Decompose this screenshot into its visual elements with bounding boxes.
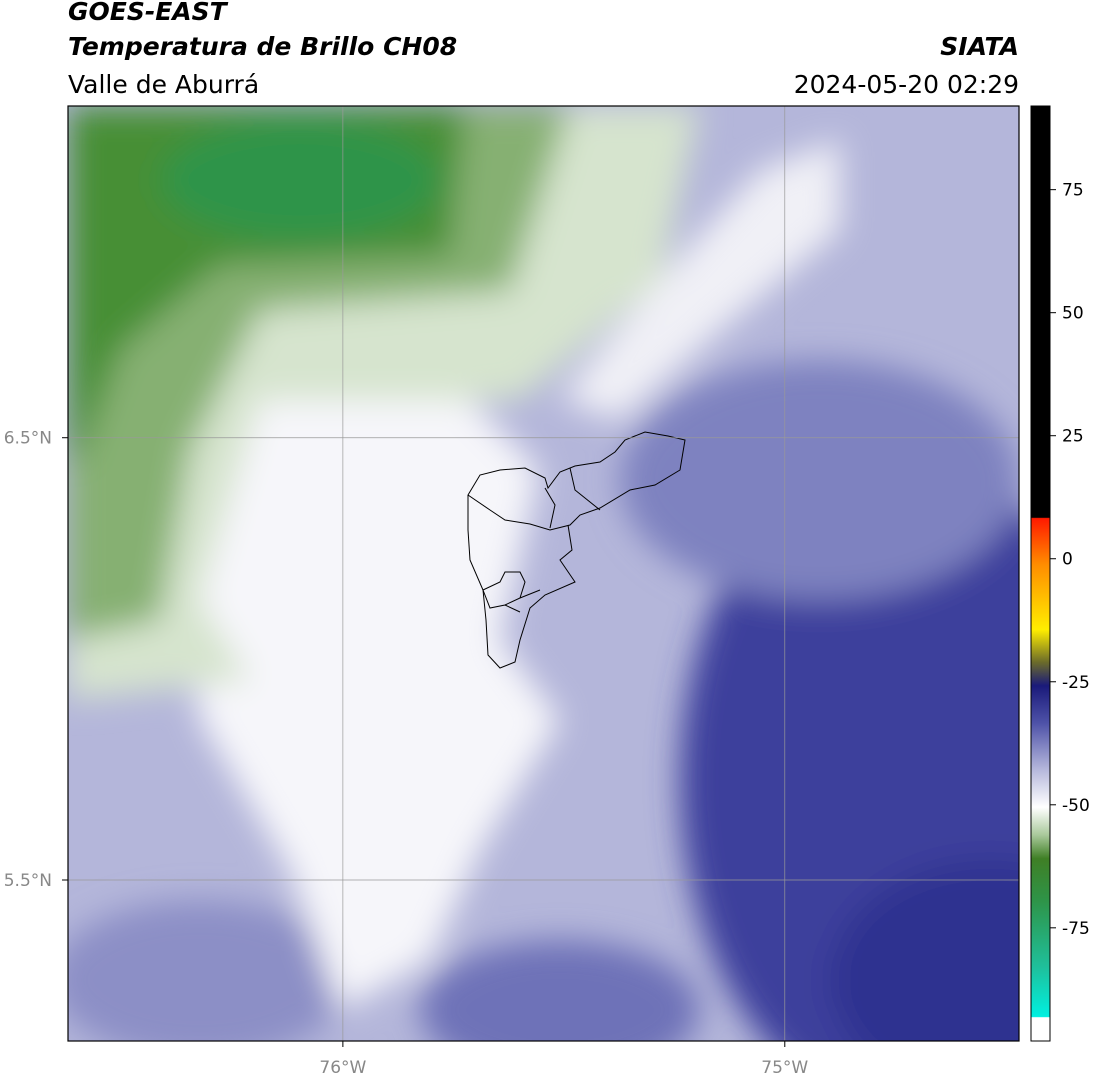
colorbar-tick-label: 25: [1062, 427, 1084, 447]
x-tick-label: 76°W: [319, 1058, 366, 1078]
valley-outline: [467, 431, 686, 669]
colorbar-tick-label: 75: [1062, 181, 1084, 201]
x-tick-label: 75°W: [761, 1058, 808, 1078]
map-frame: [67, 105, 1020, 1042]
y-tick-label: 6.5°N: [4, 429, 52, 449]
colorbar-tick-label: -50: [1062, 796, 1090, 816]
colorbar: [1030, 105, 1051, 1042]
colorbar-tick-label: -75: [1062, 919, 1090, 939]
colorbar-tick-label: 0: [1062, 550, 1073, 570]
subtitle: Temperatura de Brillo CH08: [68, 32, 457, 61]
source: SIATA: [940, 32, 1019, 61]
region: Valle de Aburrá: [68, 70, 259, 99]
y-tick-label: 5.5°N: [4, 871, 52, 891]
datetime: 2024-05-20 02:29: [794, 70, 1019, 99]
colorbar-tick-label: 50: [1062, 304, 1084, 324]
satellite-field: [68, 106, 1019, 1041]
colorbar-tick-label: -25: [1062, 673, 1090, 693]
title: GOES-EAST: [68, 0, 229, 26]
grid: [68, 106, 1019, 1041]
